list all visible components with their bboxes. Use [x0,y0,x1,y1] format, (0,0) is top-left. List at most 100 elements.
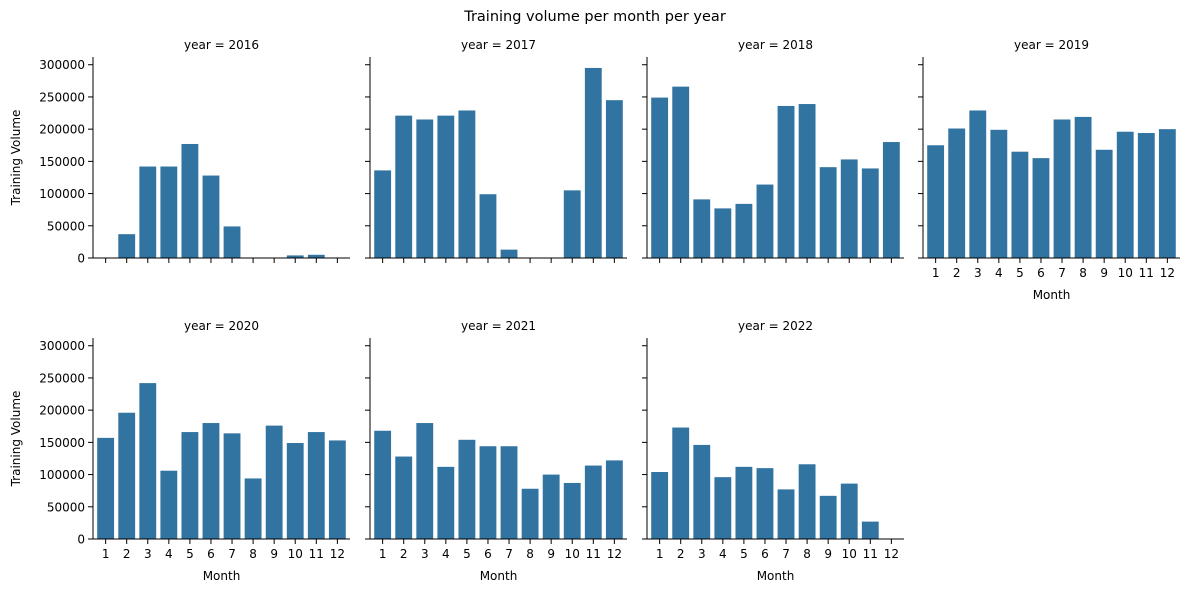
bar-2017-month-6 [479,194,497,258]
bar-2022-month-11 [861,521,879,539]
bar-2019-month-3 [969,110,987,258]
bar-2017-month-11 [584,67,602,258]
bar-2022-month-5 [735,466,753,539]
x-tick-label: 8 [803,547,811,561]
x-tick-label: 5 [740,547,748,561]
bar-2019-month-2 [948,128,966,258]
facet-title: year = 2017 [461,38,536,52]
x-tick-label: 12 [884,547,899,561]
facet-panel-2020: year = 2020 0 50000 100000 150000 200000 25000… [9,319,350,583]
bar-2019-month-8 [1074,116,1092,258]
bar-2020-month-9 [265,425,283,539]
bar-2021-month-7 [500,446,518,539]
bar-2019-month-6 [1032,158,1050,258]
bar-2020-month-5 [181,432,199,539]
bar-2022-month-4 [714,477,732,539]
bar-2018-month-5 [735,203,753,258]
bar-2020-month-6 [202,423,220,539]
bar-2020-month-4 [160,470,178,539]
bar-2019-month-1 [927,145,945,258]
x-tick-label: 8 [526,547,534,561]
bar-2022-month-3 [693,444,711,539]
x-tick-label: 2 [123,547,131,561]
bar-2017-month-7 [500,249,518,259]
bar-2019-month-11 [1137,133,1155,258]
x-tick-label: 7 [228,547,236,561]
x-tick-label: 4 [165,547,173,561]
bar-2021-month-12 [605,460,623,539]
bar-2018-month-12 [882,142,900,258]
x-tick-label: 5 [463,547,471,561]
facet-title: year = 2019 [1014,38,1089,52]
x-tick-label: 5 [1016,266,1024,280]
bar-2017-month-10 [563,190,581,258]
bar-2021-month-2 [395,456,413,539]
bar-2017-month-3 [416,119,434,259]
x-tick-label: 6 [761,547,769,561]
x-tick-label: 9 [824,547,832,561]
facet-panel-2018: year = 2018 [642,38,904,263]
bar-2019-month-12 [1158,129,1176,258]
bar-2020-month-11 [307,432,325,539]
bar-2018-month-8 [798,104,816,258]
x-tick-label: 3 [698,547,706,561]
y-tick-label: 150000 [39,436,85,450]
bar-2021-month-11 [584,465,602,539]
bar-2020-month-2 [118,412,136,539]
facet-title: year = 2021 [461,319,536,333]
bar-2020-month-7 [223,433,241,539]
bar-2019-month-4 [990,129,1008,258]
bar-2021-month-3 [416,423,434,539]
bar-2019-month-10 [1116,131,1134,258]
facet-title: year = 2020 [184,319,259,333]
bar-2016-month-7 [223,226,241,258]
x-tick-label: 11 [863,547,878,561]
x-tick-label: 3 [144,547,152,561]
y-tick-label: 0 [77,533,85,547]
x-tick-label: 12 [1160,266,1175,280]
x-tick-label: 2 [400,547,408,561]
bar-2019-month-7 [1053,119,1071,259]
x-tick-label: 6 [1037,266,1045,280]
x-axis-label: Month [1033,288,1071,302]
x-tick-label: 4 [719,547,727,561]
bar-2018-month-6 [756,184,774,258]
chart-title: Training volume per month per year [463,9,726,25]
bar-2018-month-2 [672,86,690,258]
bar-2018-month-4 [714,208,732,258]
x-tick-label: 7 [782,547,790,561]
y-tick-label: 100000 [39,468,85,482]
x-tick-label: 8 [249,547,257,561]
bar-2022-month-10 [840,483,858,539]
bar-2022-month-1 [651,472,669,539]
x-tick-label: 10 [288,547,303,561]
x-tick-label: 6 [207,547,215,561]
bar-2016-month-2 [118,234,136,258]
bar-2022-month-8 [798,464,816,539]
bar-2020-month-3 [139,383,157,539]
x-tick-label: 7 [1058,266,1066,280]
y-tick-label: 100000 [39,187,85,201]
bar-2021-month-1 [374,430,392,539]
x-tick-label: 1 [656,547,664,561]
x-tick-label: 12 [330,547,345,561]
bar-2016-month-4 [160,166,178,258]
x-tick-label: 10 [565,547,580,561]
bar-2017-month-1 [374,170,392,258]
bar-2018-month-1 [651,97,669,258]
bar-2022-month-2 [672,427,690,539]
x-tick-label: 3 [421,547,429,561]
x-tick-label: 10 [1118,266,1133,280]
y-axis-label: Training Volume [9,391,23,488]
bar-2018-month-7 [777,105,795,259]
x-tick-label: 11 [586,547,601,561]
y-tick-label: 200000 [39,404,85,418]
x-tick-label: 9 [270,547,278,561]
y-tick-label: 300000 [39,58,85,72]
y-tick-label: 50000 [47,219,85,233]
y-tick-label: 50000 [47,500,85,514]
x-tick-label: 9 [547,547,555,561]
bar-2017-month-5 [458,110,476,258]
bar-2021-month-8 [521,488,539,539]
